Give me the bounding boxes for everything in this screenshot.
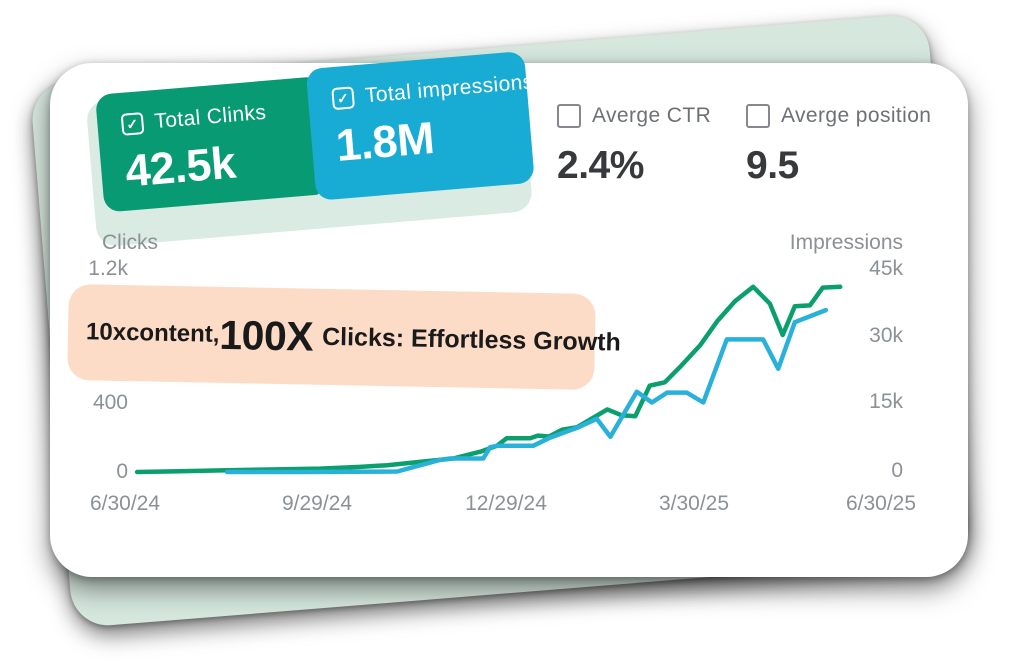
- annotation-text-rest: Clicks: Effortless Growth: [321, 322, 622, 357]
- annotation-banner: 10xcontent, 100X Clicks: Effortless Grow…: [67, 283, 621, 391]
- total-clicks-label: Total Clinks: [153, 100, 268, 134]
- right-axis-tick: 30k: [869, 324, 903, 347]
- left-axis-tick: 1.2k: [88, 257, 128, 280]
- total-impressions-card[interactable]: ✓ Total impressions 1.8M: [305, 50, 535, 201]
- avg-position-metric: Averge position 9.5: [746, 104, 931, 188]
- avg-position-value: 9.5: [746, 144, 799, 187]
- annotation-text-small: 10xcontent,: [85, 318, 220, 348]
- x-axis-tick: 9/29/24: [281, 492, 353, 515]
- annotation-text-big: 100X: [218, 311, 314, 360]
- right-axis-title: Impressions: [789, 231, 903, 254]
- avg-ctr-value: 2.4%: [557, 144, 644, 187]
- checkbox-checked-icon[interactable]: ✓: [120, 112, 145, 136]
- checkbox-unchecked-icon[interactable]: [746, 104, 770, 128]
- x-axis-tick: 12/29/24: [465, 492, 547, 515]
- total-impressions-label: Total impressions: [364, 70, 535, 108]
- avg-ctr-label: Averge CTR: [592, 104, 712, 127]
- right-axis-tick: 0: [891, 459, 903, 482]
- avg-position-label: Averge position: [781, 104, 932, 127]
- left-axis-tick: 400: [92, 391, 128, 414]
- right-axis-tick: 45k: [869, 257, 903, 280]
- avg-ctr-metric: Averge CTR 2.4%: [557, 104, 711, 188]
- total-impressions-value: 1.8M: [333, 111, 436, 171]
- x-axis-tick: 3/30/25: [658, 492, 730, 515]
- x-axis-tick: 6/30/24: [89, 492, 161, 515]
- total-clicks-card[interactable]: ✓ Total Clinks 42.5k: [95, 76, 321, 213]
- left-axis-tick: 0: [116, 460, 128, 483]
- total-clicks-value: 42.5k: [123, 136, 238, 197]
- left-axis-title: Clicks: [102, 231, 158, 254]
- right-axis-tick: 15k: [869, 390, 903, 413]
- x-axis-tick: 6/30/25: [845, 492, 917, 515]
- checkbox-checked-icon[interactable]: ✓: [331, 86, 356, 111]
- checkbox-unchecked-icon[interactable]: [557, 104, 581, 128]
